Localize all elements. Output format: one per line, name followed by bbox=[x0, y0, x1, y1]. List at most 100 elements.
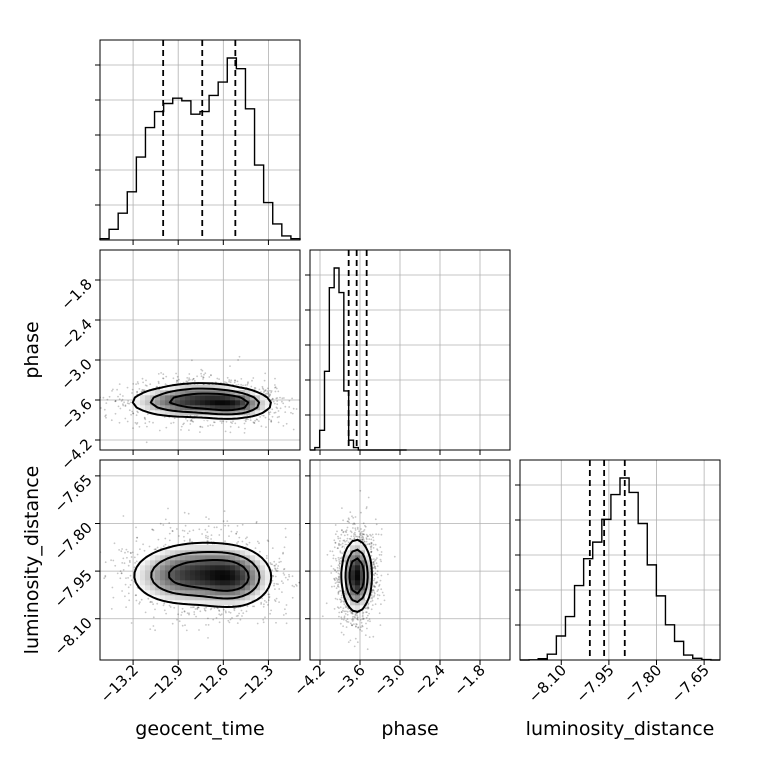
sample-point bbox=[199, 610, 202, 613]
sample-point bbox=[378, 612, 381, 615]
density-cell bbox=[170, 405, 176, 411]
sample-point bbox=[96, 423, 98, 425]
density-cell bbox=[210, 570, 216, 576]
sample-point bbox=[106, 398, 109, 401]
sample-point bbox=[264, 389, 267, 391]
sample-point bbox=[196, 375, 199, 378]
sample-point bbox=[340, 616, 343, 619]
sample-point bbox=[277, 410, 280, 412]
density-cell bbox=[200, 395, 206, 401]
sample-point bbox=[227, 524, 230, 527]
sample-point bbox=[234, 379, 236, 381]
sample-point bbox=[339, 557, 342, 560]
sample-point bbox=[207, 525, 210, 527]
density-cell bbox=[145, 390, 151, 396]
sample-point bbox=[205, 534, 207, 537]
sample-point bbox=[156, 546, 159, 549]
density-cell bbox=[355, 545, 361, 551]
sample-point bbox=[371, 589, 374, 592]
sample-point bbox=[366, 535, 369, 538]
sample-point bbox=[378, 594, 381, 597]
sample-point bbox=[357, 626, 360, 629]
sample-point bbox=[271, 547, 274, 549]
sample-point bbox=[210, 374, 212, 376]
sample-point bbox=[216, 377, 219, 380]
x-tick-label: −3.0 bbox=[370, 661, 408, 699]
sample-point bbox=[274, 568, 277, 571]
density-cell bbox=[190, 600, 196, 606]
sample-point bbox=[330, 572, 333, 574]
density-cell bbox=[240, 550, 246, 556]
sample-point bbox=[263, 391, 265, 394]
sample-point bbox=[269, 389, 271, 392]
sample-point bbox=[172, 377, 175, 380]
sample-point bbox=[374, 572, 377, 575]
sample-point bbox=[341, 556, 343, 559]
density-cell bbox=[260, 575, 266, 581]
sample-point bbox=[182, 423, 185, 426]
sample-point bbox=[339, 590, 342, 592]
sample-point bbox=[284, 527, 287, 530]
density-cell bbox=[220, 390, 226, 396]
density-cell bbox=[180, 595, 186, 601]
density-cell bbox=[205, 580, 211, 586]
sample-point bbox=[274, 567, 276, 570]
sample-point bbox=[133, 566, 136, 569]
sample-point bbox=[365, 507, 368, 510]
sample-point bbox=[208, 376, 211, 378]
sample-point bbox=[271, 579, 274, 582]
density-cell bbox=[210, 600, 216, 606]
sample-point bbox=[202, 376, 205, 379]
sample-point bbox=[261, 387, 264, 390]
density-cell bbox=[175, 555, 181, 561]
density-cell bbox=[180, 585, 186, 591]
sample-point bbox=[358, 536, 361, 539]
sample-point bbox=[186, 612, 189, 614]
sample-point bbox=[122, 515, 125, 517]
sample-point bbox=[344, 606, 347, 609]
sample-point bbox=[128, 402, 131, 405]
density-cell bbox=[185, 545, 191, 551]
sample-point bbox=[284, 536, 287, 539]
density-cell bbox=[220, 385, 226, 391]
sample-point bbox=[374, 581, 377, 584]
sample-point bbox=[282, 425, 285, 427]
sample-point bbox=[242, 612, 245, 614]
sample-point bbox=[342, 625, 344, 628]
density-cell bbox=[210, 545, 216, 551]
sample-point bbox=[183, 530, 186, 532]
sample-point bbox=[275, 387, 278, 390]
sample-point bbox=[137, 382, 140, 385]
density-cell bbox=[230, 395, 236, 401]
sample-point bbox=[228, 611, 230, 613]
density-cell bbox=[165, 550, 171, 556]
density-cell bbox=[245, 555, 251, 561]
sample-point bbox=[356, 617, 359, 620]
sample-point bbox=[373, 558, 375, 560]
sample-point bbox=[110, 419, 113, 422]
density-cell bbox=[200, 575, 206, 581]
sample-point bbox=[341, 529, 343, 532]
contour-line bbox=[168, 392, 250, 412]
sample-point bbox=[183, 539, 186, 542]
density-cell bbox=[355, 585, 361, 591]
sample-point bbox=[376, 590, 379, 592]
sample-point bbox=[104, 415, 107, 418]
sample-point bbox=[206, 531, 209, 533]
sample-point bbox=[332, 557, 335, 560]
sample-point bbox=[281, 400, 283, 403]
sample-point bbox=[335, 577, 337, 579]
density-cell bbox=[365, 560, 371, 566]
sample-point bbox=[163, 602, 166, 605]
density-cell bbox=[140, 575, 146, 581]
sample-point bbox=[267, 540, 270, 543]
sample-point bbox=[254, 387, 257, 389]
density-cell bbox=[350, 565, 356, 571]
density-cell bbox=[205, 560, 211, 566]
density-cell bbox=[165, 560, 171, 566]
sample-point bbox=[351, 617, 354, 620]
sample-point bbox=[351, 613, 354, 615]
sample-point bbox=[361, 624, 364, 627]
sample-point bbox=[336, 581, 338, 583]
